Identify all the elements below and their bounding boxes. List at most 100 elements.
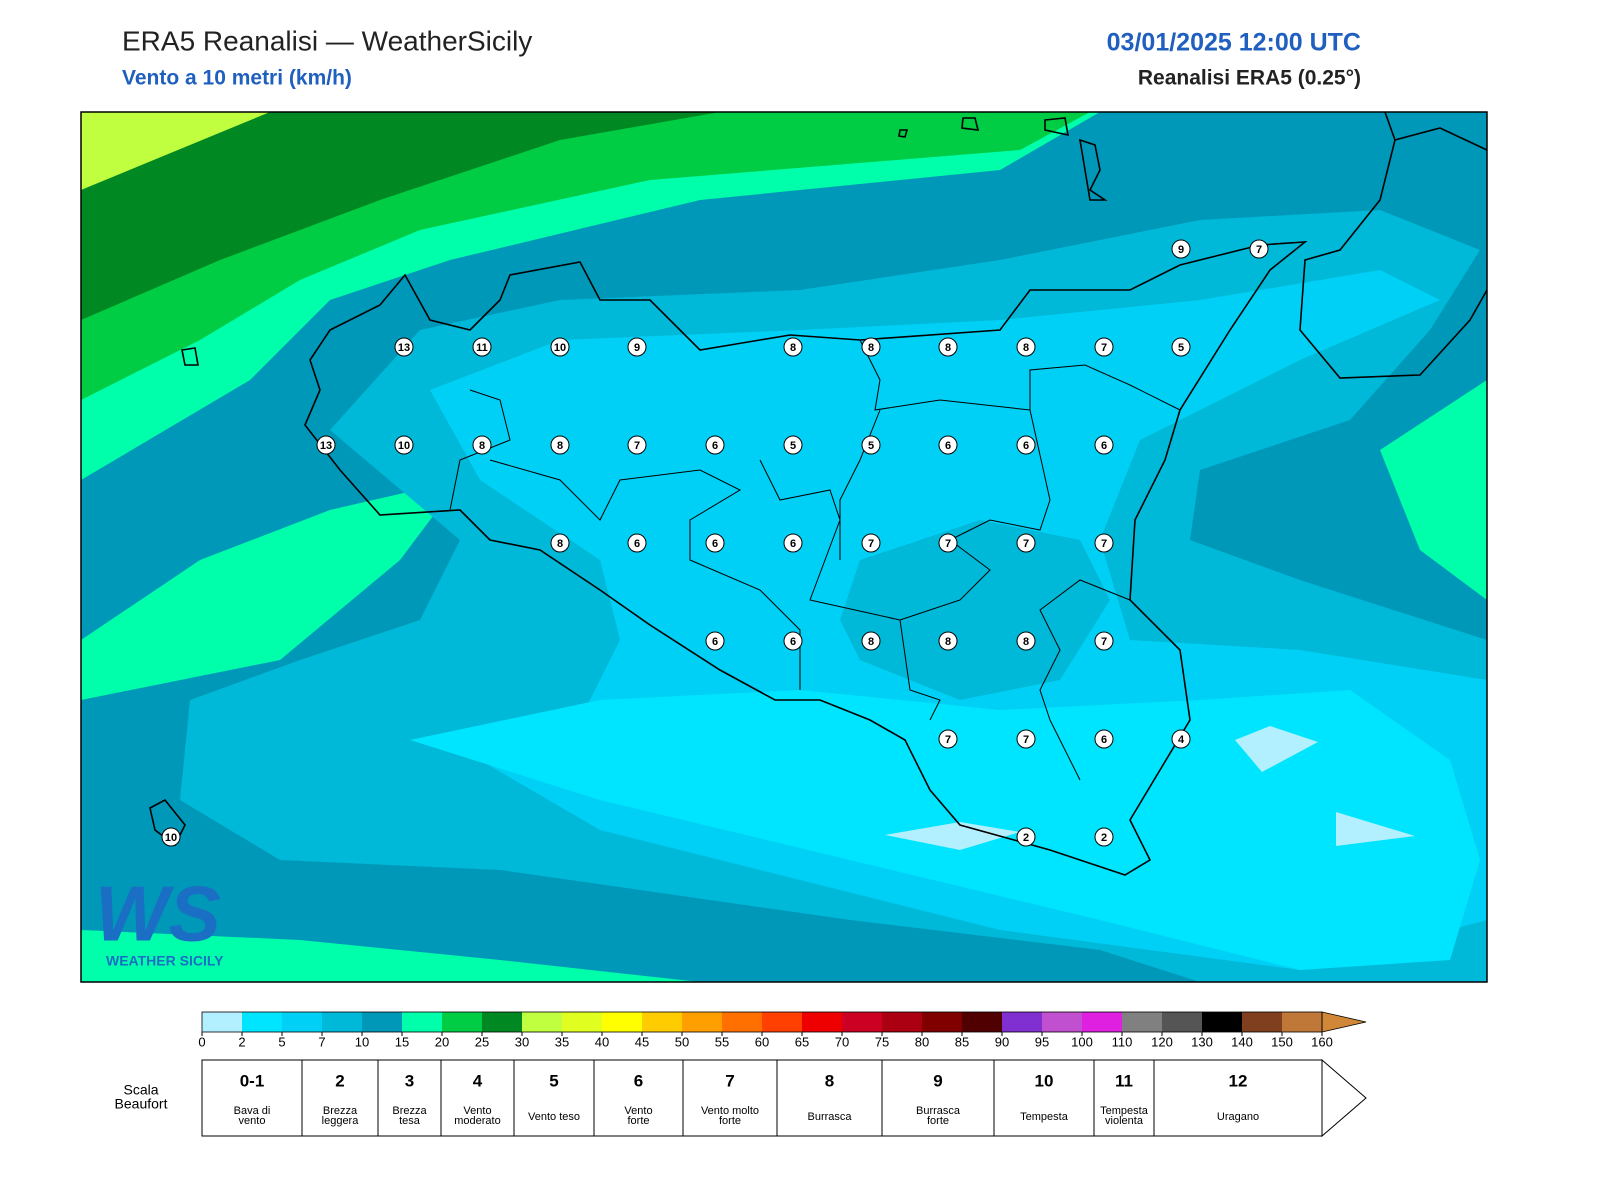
station-marker bbox=[472, 435, 492, 455]
beaufort-force: 6 bbox=[634, 1071, 643, 1090]
beaufort-label: Vento teso bbox=[528, 1111, 580, 1123]
station-marker bbox=[1016, 729, 1036, 749]
stations: 13 11 10 9 8 8 8 8 7 5 13 10 8 8 7 6 5 5 6 6 6 8 6 6 6 7 7 7 7 6 6 8 8 8 7… bbox=[161, 239, 1269, 847]
station-marker bbox=[705, 533, 725, 553]
station-value: 6 bbox=[712, 538, 718, 550]
beaufort-label: moderato bbox=[454, 1115, 500, 1127]
station-marker bbox=[938, 435, 958, 455]
station-marker bbox=[550, 533, 570, 553]
colorbar-segment bbox=[1002, 1012, 1042, 1032]
beaufort-cell bbox=[440, 1059, 515, 1137]
colorbar-segment bbox=[642, 1012, 682, 1032]
station-marker bbox=[783, 337, 803, 357]
beaufort-label: Brezza bbox=[392, 1105, 427, 1117]
colorbar-segment bbox=[1242, 1012, 1282, 1032]
colorbar-segment bbox=[442, 1012, 482, 1032]
colorbar-tick-label: 70 bbox=[835, 1034, 849, 1049]
colorbar-segment bbox=[602, 1012, 642, 1032]
logo: WS WEATHER SICILY bbox=[95, 870, 224, 969]
colorbar-segment bbox=[1082, 1012, 1122, 1032]
station-marker bbox=[861, 533, 881, 553]
station-value: 7 bbox=[1101, 342, 1107, 354]
beaufort-label: tesa bbox=[399, 1115, 421, 1127]
beaufort-force: 2 bbox=[335, 1071, 344, 1090]
station-marker bbox=[394, 435, 414, 455]
station-value: 7 bbox=[1023, 538, 1029, 550]
logo-text: WEATHER SICILY bbox=[106, 953, 224, 969]
station-marker bbox=[1094, 827, 1114, 847]
station-marker bbox=[1094, 533, 1114, 553]
colorbar-segment bbox=[242, 1012, 282, 1032]
colorbar-segment bbox=[842, 1012, 882, 1032]
colorbar-segment bbox=[922, 1012, 962, 1032]
beaufort-force: 8 bbox=[825, 1071, 834, 1090]
station-marker bbox=[627, 337, 647, 357]
beaufort-force: 4 bbox=[473, 1071, 483, 1090]
beaufort-label: vento bbox=[239, 1115, 266, 1127]
colorbar-tick-label: 25 bbox=[475, 1034, 489, 1049]
station-marker bbox=[1094, 631, 1114, 651]
beaufort-cell bbox=[881, 1059, 995, 1137]
station-value: 6 bbox=[1101, 440, 1107, 452]
station-value: 5 bbox=[1178, 342, 1184, 354]
beaufort-force: 3 bbox=[405, 1071, 414, 1090]
colorbar-segment bbox=[802, 1012, 842, 1032]
colorbar-tick-label: 95 bbox=[1035, 1034, 1049, 1049]
station-marker bbox=[783, 533, 803, 553]
station-value: 8 bbox=[1023, 636, 1029, 648]
beaufort-arrow bbox=[1321, 1058, 1367, 1138]
station-marker bbox=[316, 435, 336, 455]
colorbar-segment bbox=[1162, 1012, 1202, 1032]
colorbar-segment bbox=[402, 1012, 442, 1032]
beaufort-cell bbox=[1153, 1059, 1323, 1137]
colorbar-tick-label: 160 bbox=[1311, 1034, 1333, 1049]
beaufort-cell bbox=[682, 1059, 778, 1137]
beaufort-force: 11 bbox=[1115, 1071, 1133, 1090]
station-marker bbox=[861, 337, 881, 357]
colorbar-tick-label: 0 bbox=[198, 1034, 205, 1049]
station-marker bbox=[394, 337, 414, 357]
station-value: 8 bbox=[479, 440, 485, 452]
beaufort-label: forte bbox=[719, 1115, 741, 1127]
colorbar-segment bbox=[362, 1012, 402, 1032]
colorbar-extension bbox=[1321, 1011, 1367, 1033]
station-value: 10 bbox=[554, 342, 566, 354]
colorbar-segment bbox=[762, 1012, 802, 1032]
station-value: 4 bbox=[1178, 734, 1185, 746]
colorbar-tick-label: 150 bbox=[1271, 1034, 1293, 1049]
station-value: 8 bbox=[868, 342, 874, 354]
station-marker bbox=[1016, 827, 1036, 847]
station-value: 8 bbox=[557, 538, 563, 550]
colorbar-tick-label: 55 bbox=[715, 1034, 729, 1049]
colorbar-segment bbox=[202, 1012, 242, 1032]
station-marker bbox=[705, 631, 725, 651]
station-marker bbox=[627, 435, 647, 455]
station-value: 7 bbox=[1101, 636, 1107, 648]
beaufort-label: Tempesta bbox=[1020, 1111, 1069, 1123]
station-value: 13 bbox=[320, 440, 332, 452]
colorbar-segment bbox=[962, 1012, 1002, 1032]
colorbar-tick-label: 45 bbox=[635, 1034, 649, 1049]
beaufort-cell bbox=[377, 1059, 442, 1137]
colorbar-tick-label: 110 bbox=[1112, 1034, 1133, 1049]
colorbar-segment bbox=[522, 1012, 562, 1032]
colorbar-tick-label: 2 bbox=[238, 1034, 245, 1049]
colorbar-tick-label: 140 bbox=[1231, 1034, 1253, 1049]
beaufort-force: 0-1 bbox=[240, 1071, 265, 1090]
station-value: 7 bbox=[634, 440, 640, 452]
colorbar-tick-label: 7 bbox=[318, 1034, 325, 1049]
station-value: 8 bbox=[790, 342, 796, 354]
station-value: 5 bbox=[868, 440, 874, 452]
colorbar-tick-label: 30 bbox=[515, 1034, 529, 1049]
beaufort-label: Vento molto bbox=[701, 1105, 759, 1117]
beaufort-label: forte bbox=[627, 1115, 649, 1127]
station-value: 6 bbox=[790, 636, 796, 648]
station-marker bbox=[1171, 239, 1191, 259]
station-marker bbox=[1094, 435, 1114, 455]
beaufort-cell bbox=[993, 1059, 1095, 1137]
colorbar-segment bbox=[682, 1012, 722, 1032]
colorbar-tick-label: 80 bbox=[915, 1034, 929, 1049]
colorbar-tick-label: 130 bbox=[1191, 1034, 1213, 1049]
